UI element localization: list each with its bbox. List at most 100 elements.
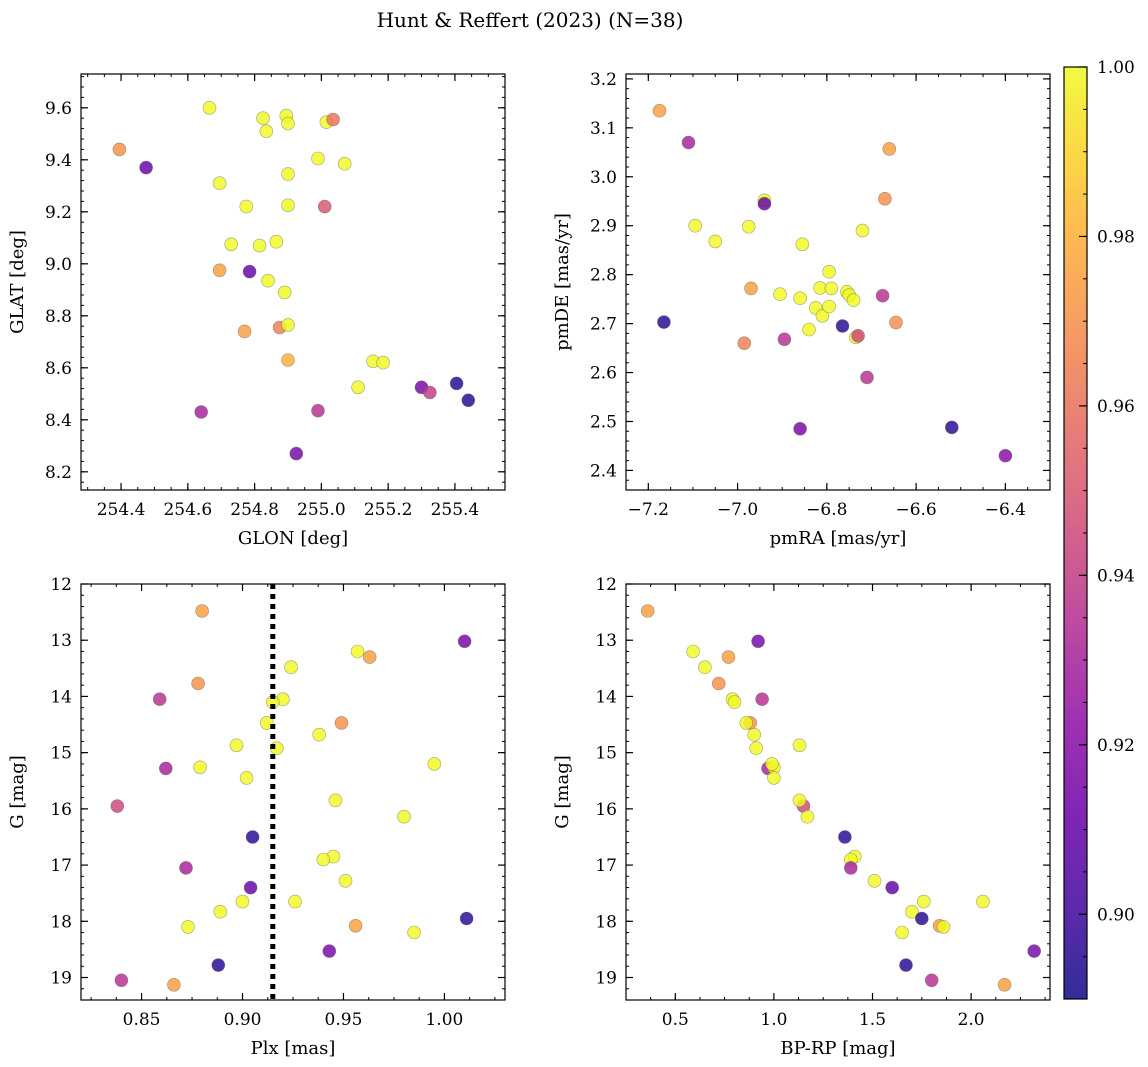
scatter-point (997, 977, 1012, 992)
scatter-point (741, 219, 756, 234)
scatter-point (767, 771, 781, 785)
colorbar-tick-label: 0.90 (1097, 905, 1135, 925)
y-tick-label: 2.9 (590, 217, 617, 237)
scatter-point (936, 920, 951, 934)
scatter-point (269, 234, 284, 249)
y-tick-label: 2.7 (590, 315, 617, 335)
x-axis-label: pmRA [mas/yr] (770, 528, 907, 549)
x-axis-label: BP-RP [mag] (780, 1038, 895, 1059)
x-tick-label: 2.0 (958, 1010, 985, 1030)
scatter-point (749, 741, 764, 756)
scatter-point (224, 237, 238, 252)
x-tick-label: 254.4 (97, 500, 146, 520)
scatter-point (212, 263, 227, 278)
x-axis-label: GLON [deg] (238, 528, 348, 549)
scatter-point (802, 322, 816, 337)
scatter-point (243, 880, 258, 895)
scatter-point (822, 264, 836, 279)
scatter-point (698, 660, 712, 675)
scatter-point (281, 167, 295, 181)
scatter-point (916, 894, 931, 909)
scatter-point (317, 199, 332, 214)
scatter-points (640, 604, 1041, 992)
scatter-point (924, 973, 939, 988)
scatter-point (1027, 944, 1041, 958)
scatter-point (681, 135, 696, 150)
scatter-point (777, 332, 792, 347)
scatter-point (211, 958, 226, 972)
scatter-point (351, 380, 365, 395)
colorbar: 0.90 0.92 0.94 0.96 0.98 1.00 (1063, 58, 1135, 1000)
scatter-point (822, 299, 836, 314)
scatter-point (239, 199, 254, 214)
panel-parallax-magnitude: 0.85 0.90 0.95 1.00 12 13 14 15 16 17 18 19 Plx [mas… (7, 575, 506, 1059)
scatter-point (711, 676, 726, 691)
y-tick-label: 16 (50, 800, 72, 820)
scatter-points (652, 103, 1013, 463)
scatter-point (751, 634, 765, 649)
y-tick-label: 17 (50, 856, 72, 876)
scatter-point (792, 793, 807, 808)
scatter-point (289, 446, 304, 461)
scatter-point (181, 920, 195, 934)
scatter-point (640, 604, 655, 618)
scatter-point (202, 101, 217, 115)
scatter-point (875, 288, 890, 303)
scatter-point (882, 142, 897, 156)
scatter-point (337, 156, 352, 171)
panel-colour-magnitude: 0.5 1.0 1.5 2.0 12 13 14 15 16 17 18 19 BP-RP [mag] G… (552, 575, 1051, 1059)
panel-position: 254.4 254.6 254.8 255.0 255.2 255.4 8.2 8.4 8.6 8… (7, 73, 506, 549)
scatter-point (757, 196, 772, 211)
scatter-point (889, 315, 903, 330)
scatter-point (652, 103, 667, 118)
y-axis-label: GLAT [deg] (7, 230, 28, 334)
colorbar-tick-label: 1.00 (1097, 58, 1135, 78)
scatter-point (277, 285, 292, 300)
scatter-point (815, 308, 830, 323)
scatter-point (739, 716, 754, 730)
x-tick-label: 0.5 (662, 1010, 689, 1030)
scatter-point (284, 660, 298, 675)
scatter-point (281, 353, 295, 367)
scatter-point (867, 873, 882, 888)
y-tick-label: 18 (595, 912, 617, 932)
x-tick-label: 1.00 (425, 1010, 463, 1030)
colorbar-tick-label: 0.96 (1097, 397, 1135, 417)
scatter-point (261, 273, 275, 288)
scatter-point (235, 894, 250, 909)
scatter-point (407, 925, 421, 940)
y-tick-label: 17 (595, 856, 617, 876)
y-tick-label: 8.2 (45, 463, 72, 483)
scatter-point (229, 738, 244, 753)
y-tick-label: 2.8 (590, 266, 617, 286)
x-tick-label: 254.6 (163, 500, 212, 520)
scatter-point (397, 809, 411, 824)
scatter-point (457, 634, 472, 649)
x-tick-label: 255.2 (364, 500, 413, 520)
scatter-point (824, 281, 839, 296)
scatter-point (167, 977, 181, 992)
scatter-point (835, 319, 850, 333)
scatter-point (686, 644, 700, 659)
scatter-point (281, 198, 295, 213)
scatter-point (895, 925, 909, 940)
scatter-point (688, 218, 703, 233)
scatter-point (944, 420, 959, 435)
scatter-point (843, 861, 858, 875)
scatter-point (112, 142, 127, 157)
scatter-point (427, 757, 442, 771)
scatter-point (838, 830, 852, 844)
y-tick-label: 8.4 (45, 411, 72, 431)
scatter-point (376, 355, 390, 370)
scatter-point (213, 904, 228, 919)
scatter-point (747, 727, 762, 742)
axes-frame (625, 583, 1051, 1001)
y-tick-label: 13 (50, 631, 72, 651)
scatter-point (459, 911, 474, 926)
scatter-point (322, 944, 337, 958)
scatter-point (114, 973, 129, 988)
x-tick-label: 1.0 (760, 1010, 787, 1030)
figure-title: Hunt & Reffert (2023) (N=38) (377, 8, 684, 32)
scatter-point (727, 695, 742, 709)
